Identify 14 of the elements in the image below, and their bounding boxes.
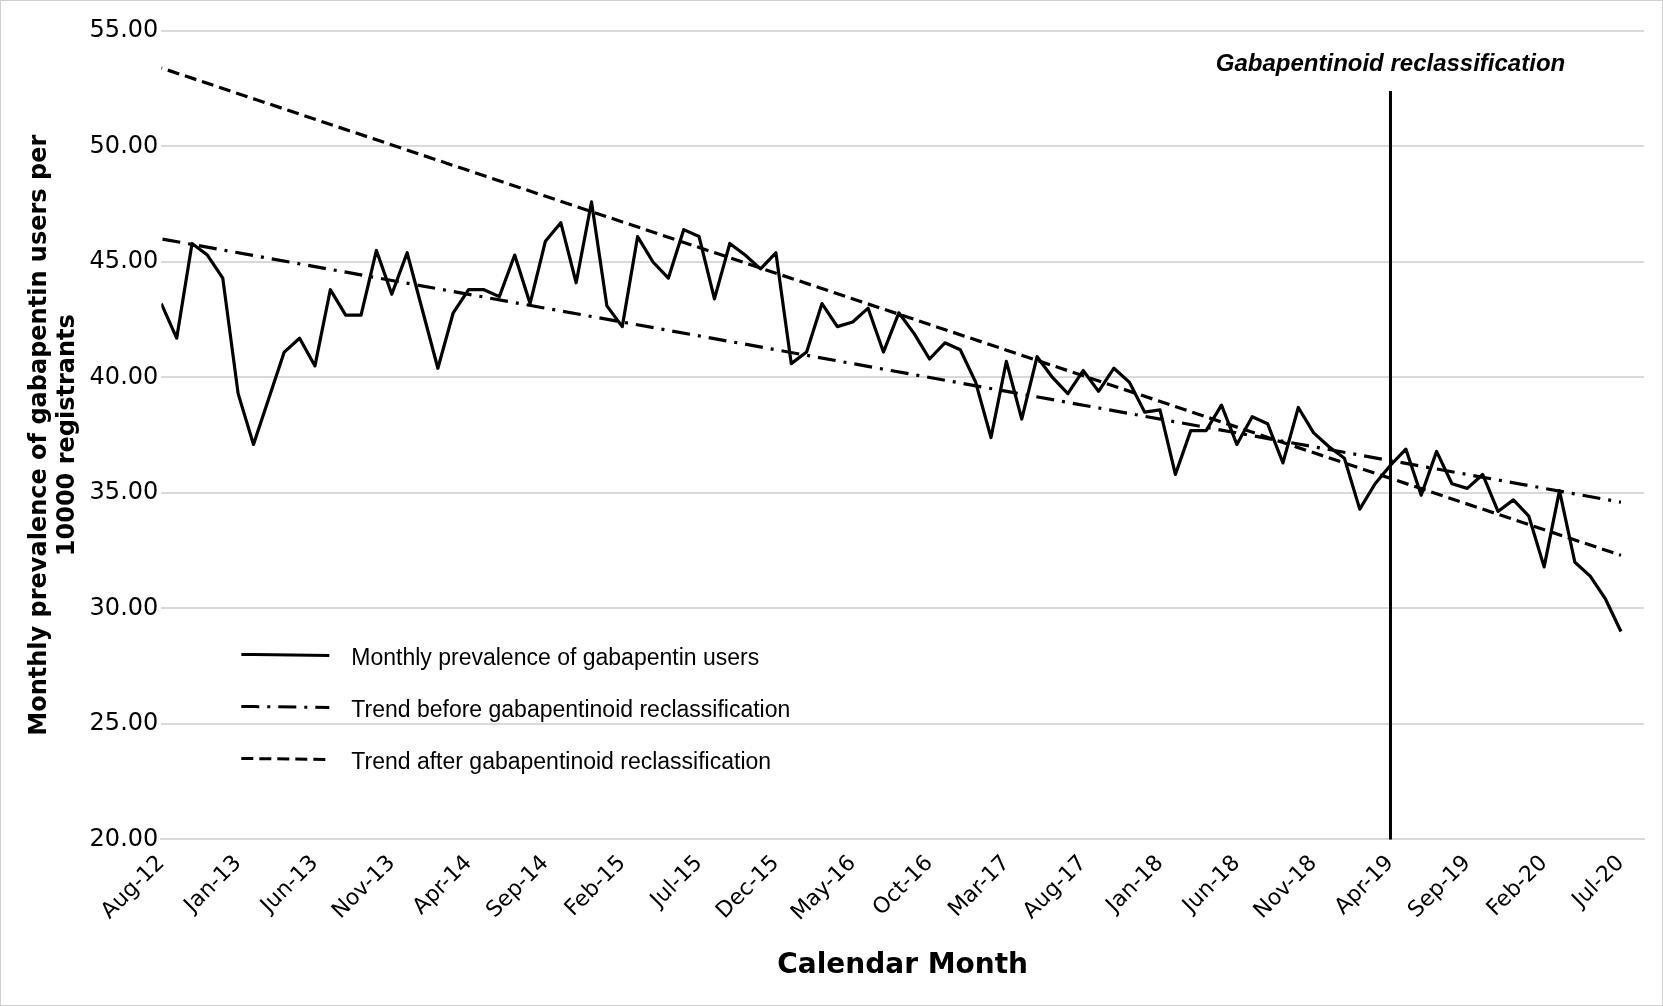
- y-tick-label: 50.00: [89, 130, 159, 159]
- y-tick-label: 30.00: [89, 592, 159, 621]
- x-axis-title: Calendar Month: [777, 947, 1029, 981]
- y-tick-label: 20.00: [89, 823, 159, 852]
- y-tick-label: 40.00: [89, 361, 159, 390]
- legend-label: Trend before gabapentinoid reclassification: [351, 695, 791, 722]
- legend-label: Monthly prevalence of gabapentin users: [351, 643, 760, 670]
- y-tick-label: 25.00: [89, 708, 159, 737]
- y-tick-label: 55.00: [89, 15, 159, 44]
- legend-label: Trend after gabapentinoid reclassification: [351, 747, 772, 774]
- y-tick-label: 35.00: [89, 477, 159, 506]
- ref-line-label: Gabapentinoid reclassification: [1215, 48, 1566, 76]
- y-tick-label: 45.00: [89, 246, 159, 275]
- y-axis-title: Monthly prevalence of gabapentin users per 10000 registrants: [23, 134, 81, 736]
